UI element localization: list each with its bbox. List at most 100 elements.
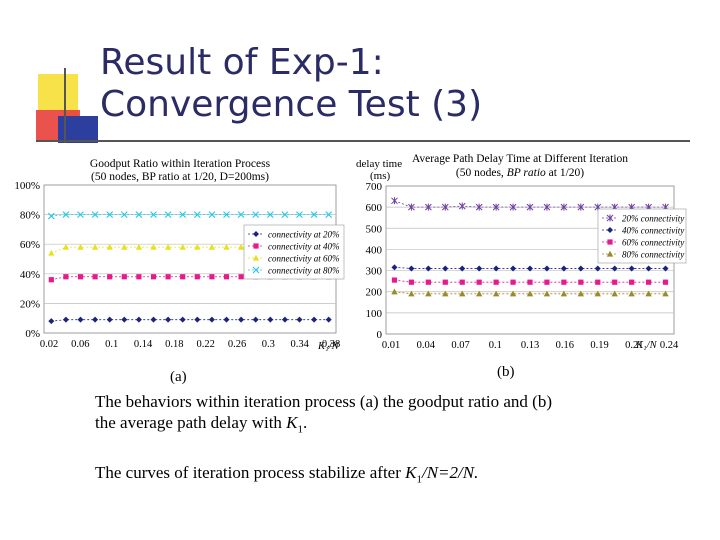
data-point [408,290,415,297]
data-point [509,203,517,211]
data-point [237,211,245,218]
data-point [48,249,55,256]
data-point [594,265,601,272]
data-point [179,211,187,218]
data-point [391,288,398,295]
data-point [150,211,157,218]
x-tick-label: 0.21 [625,340,643,351]
x-tick-label: 0.19 [590,340,608,351]
data-point [194,243,201,250]
data-point [106,211,114,218]
x-tick-label: 0.1 [105,339,118,350]
data-point [208,211,216,218]
x-tick-label: 0.16 [556,340,574,351]
data-point [560,290,568,297]
data-point [77,274,84,280]
data-point [150,274,157,280]
data-point [612,279,618,285]
chart-a-title-line2: (50 nodes, BP ratio at 1/20, D=200ms) [91,171,269,183]
data-point [296,211,303,218]
x-tick-label: 0.3 [262,339,275,350]
x-tick-label: 0.1 [489,340,502,351]
data-point [543,290,551,297]
x-axis-label: K₁/N [635,340,658,351]
legend-label: 60% connectivity [622,238,684,248]
series-line [394,279,666,283]
data-point [391,277,398,283]
x-tick-label: 0.18 [165,339,183,350]
y-tick-label: 200 [366,287,383,299]
data-point [179,243,186,250]
data-point [476,265,483,272]
data-point [493,279,499,285]
data-point [47,212,55,220]
data-point [408,203,415,211]
data-point [561,279,567,285]
series-line [394,267,666,269]
delay-chart: delay time (ms) Average Path Delay Time … [348,143,690,361]
delay-chart-svg: delay time (ms) Average Path Delay Time … [356,153,687,351]
caption-1: The behaviors within iteration process (… [95,391,552,440]
data-point [543,265,550,272]
data-point [628,290,635,297]
data-point [425,279,431,285]
data-point [310,211,318,218]
legend-marker [607,239,613,245]
data-point [252,211,260,218]
data-point [107,274,113,280]
label-b: (b) [497,364,515,380]
x-tick-label: 0.22 [196,339,214,350]
data-point [510,265,517,272]
data-point [527,279,533,285]
legend-box [597,208,687,264]
chart-b-ylabel-line2: (ms) [370,170,391,182]
x-axis-label: K₁/N [317,341,340,352]
data-point [611,265,618,272]
data-point [509,290,517,297]
data-point [595,279,601,285]
legend-marker [252,254,260,261]
data-point [476,279,482,285]
series-2 [391,264,669,272]
y-tick-label: 20% [20,298,40,310]
chart-b-title-em: BP ratio [507,167,546,179]
data-point [238,316,245,323]
data-point [135,316,142,323]
data-point [121,274,127,280]
data-point [208,243,216,250]
caption-2-k: K [405,463,417,482]
data-point [135,243,143,250]
chart-b-title-pre: (50 nodes, [456,167,507,179]
data-point [237,243,245,250]
data-point [662,279,669,285]
data-point [223,211,230,218]
data-point [578,279,584,285]
data-point [391,197,398,205]
data-point [311,316,318,323]
y-tick-label: 0% [25,328,40,340]
data-point [577,265,584,272]
data-point [459,279,465,285]
data-point [209,274,215,280]
data-point [121,316,128,323]
data-point [48,318,55,325]
y-tick-label: 0 [377,329,383,341]
data-point [135,211,143,218]
series-3 [391,277,669,285]
data-point [425,290,432,297]
data-point [77,211,84,218]
title-line-1: Result of Exp-1: [100,42,384,83]
data-point [48,277,54,283]
data-point [662,290,669,297]
chart-b-title-line2: (50 nodes, BP ratio at 1/20) [456,167,584,179]
legend-label: 20% connectivity [622,214,684,224]
data-point [106,243,113,250]
x-tick-label: 0.01 [382,340,400,351]
data-point [91,211,99,218]
x-tick-label: 0.13 [521,340,539,351]
data-point [325,316,332,323]
x-tick-label: 0.24 [660,340,679,351]
data-point [267,316,274,323]
data-point [92,274,98,280]
data-point [92,316,99,323]
